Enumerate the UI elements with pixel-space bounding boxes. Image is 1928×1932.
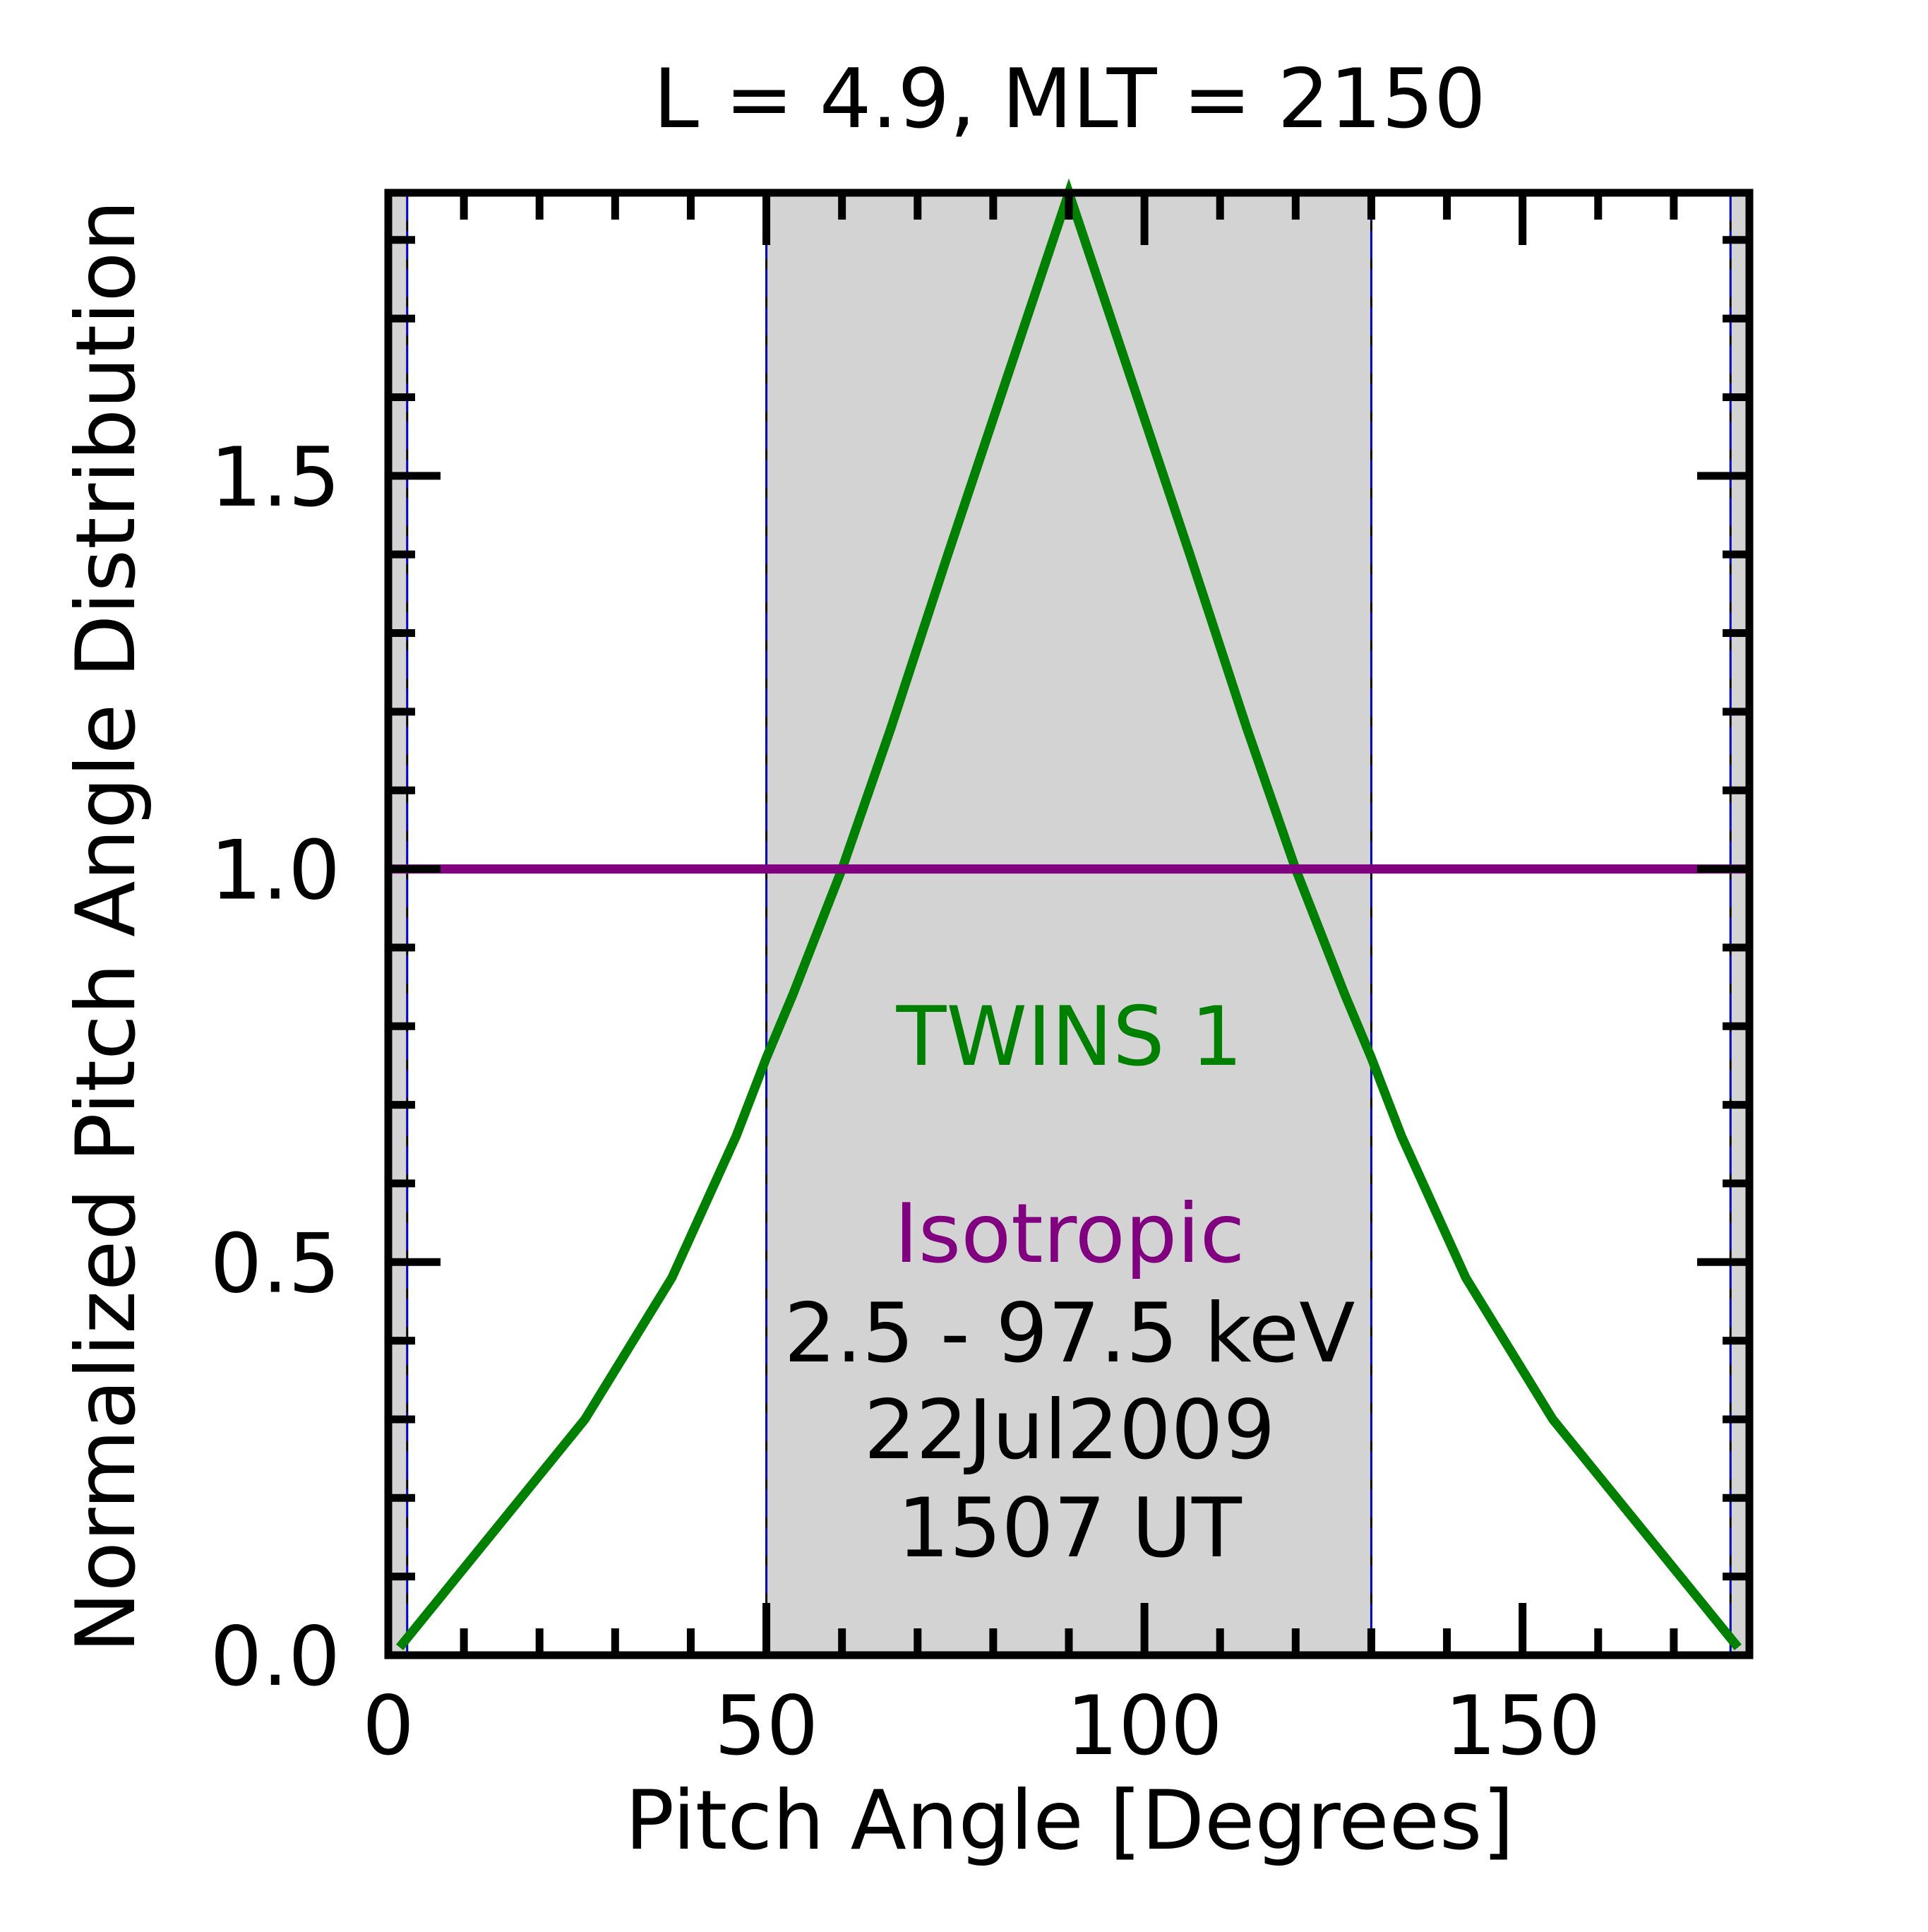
vertical-lines (406, 193, 1732, 1655)
x-axis-label: Pitch Angle [Degrees] (625, 1773, 1514, 1868)
annotation-date: 22Jul2009 (864, 1383, 1276, 1478)
x-tick-label-1: 50 (714, 1678, 819, 1774)
y-axis-label: Normalized Pitch Angle Distribution (59, 200, 154, 1653)
x-tick-label-3: 150 (1444, 1678, 1600, 1774)
plot-frame (384, 189, 1754, 1659)
tick-labels: 0 50 100 150 0.0 0.5 1.0 1.5 (210, 430, 1601, 1774)
y-tick-label-2: 1.0 (210, 823, 340, 919)
tick-marks (384, 193, 1749, 1659)
x-tick-label-0: 0 (362, 1678, 414, 1774)
annotation-energy-range: 2.5 - 97.5 keV (784, 1286, 1355, 1381)
shaded-region-1 (766, 193, 1372, 1655)
x-tick-label-2: 100 (1066, 1678, 1222, 1774)
y-tick-label-0: 0.0 (210, 1609, 340, 1705)
y-tick-label-3: 1.5 (210, 430, 340, 525)
y-tick-label-1: 0.5 (210, 1216, 340, 1311)
annotation-isotropic-label: Isotropic (894, 1186, 1245, 1282)
chart-title: L = 4.9, MLT = 2150 (653, 52, 1486, 147)
annotation-twins-label: TWINS 1 (896, 989, 1243, 1085)
shaded-regions (388, 193, 1749, 1655)
annotation-time: 1507 UT (897, 1481, 1243, 1576)
